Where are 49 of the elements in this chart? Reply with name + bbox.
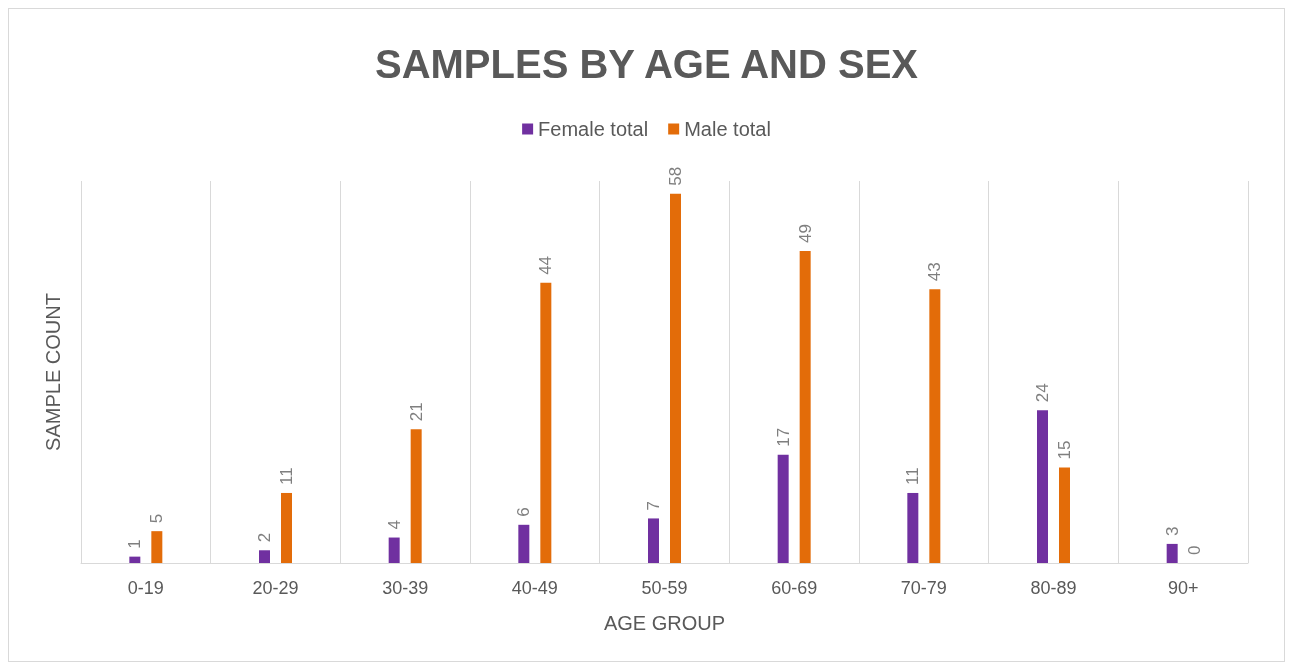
bar [540, 282, 552, 563]
data-label: 6 [514, 507, 534, 517]
bar [1166, 543, 1178, 563]
data-label: 24 [1033, 383, 1052, 403]
x-tick-label: 30-39 [382, 578, 429, 598]
data-label: 21 [406, 402, 426, 422]
bar [1037, 410, 1048, 563]
x-tick-label: 60-69 [771, 578, 818, 598]
data-label: 2 [255, 532, 274, 543]
bar [281, 492, 292, 563]
bar [129, 556, 141, 563]
x-tick-label: 50-59 [641, 578, 688, 598]
x-tick-label: 90+ [1167, 578, 1199, 598]
data-label: 11 [277, 467, 296, 485]
bar [777, 454, 789, 563]
data-label: 58 [666, 166, 685, 186]
chart-title: SAMPLES BY AGE AND SEX [374, 42, 919, 86]
data-label: 3 [1162, 526, 1182, 536]
legend-label: Female total [538, 118, 649, 140]
x-axis-title: AGE GROUP [603, 612, 726, 634]
data-label: 44 [536, 255, 556, 275]
bar [518, 524, 530, 563]
legend-label: Male total [684, 118, 771, 140]
x-tick-label: 80-89 [1030, 578, 1077, 598]
bar [259, 550, 270, 563]
data-label: 5 [147, 513, 167, 524]
bar [388, 537, 400, 563]
data-label: 43 [925, 262, 945, 282]
x-tick-label: 70-79 [900, 578, 947, 598]
bar [648, 518, 659, 563]
data-label: 4 [384, 520, 404, 530]
bar [1059, 467, 1070, 563]
data-label: 11 [903, 467, 923, 485]
data-label: 7 [644, 500, 663, 511]
bar [929, 289, 941, 563]
data-label: 15 [1055, 440, 1074, 460]
x-tick-label: 0-19 [127, 578, 164, 598]
data-label: 1 [125, 539, 145, 549]
x-tick-label: 20-29 [252, 578, 299, 598]
bar [410, 429, 422, 563]
bar [799, 251, 811, 563]
x-tick-label: 40-49 [511, 578, 558, 598]
data-label: 49 [795, 224, 815, 244]
bar [907, 492, 919, 563]
data-label: 0 [1184, 545, 1204, 555]
bar [151, 531, 163, 563]
y-axis-title: SAMPLE COUNT [42, 293, 64, 451]
bar [670, 193, 681, 563]
data-label: 17 [773, 427, 793, 447]
